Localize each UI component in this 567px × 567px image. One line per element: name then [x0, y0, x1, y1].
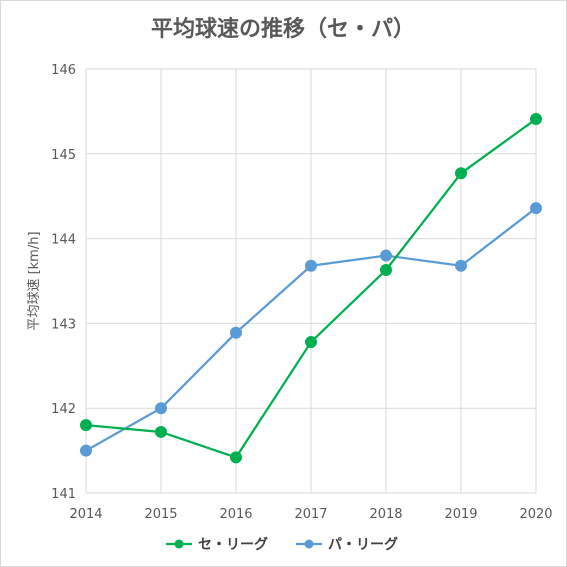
x-tick-label: 2018 — [369, 507, 402, 522]
x-tick-label: 2014 — [69, 507, 102, 522]
grid — [85, 68, 537, 494]
x-tick-label: 2017 — [294, 507, 327, 522]
y-tick-label: 141 — [51, 487, 76, 502]
x-tick-label: 2019 — [444, 507, 477, 522]
x-tick-label: 2020 — [519, 507, 552, 522]
y-tick-label: 145 — [51, 148, 76, 163]
y-tick-label: 143 — [51, 317, 76, 332]
chart-title: 平均球速の推移（セ・パ） — [151, 16, 415, 42]
data-point — [155, 402, 167, 415]
data-point — [80, 444, 92, 457]
legend: セ・リーグ パ・リーグ — [166, 536, 398, 553]
data-point — [455, 259, 467, 272]
data-point — [155, 425, 167, 438]
x-tick-label: 2015 — [144, 507, 177, 522]
y-axis-ticks: 141 142 143 144 145 146 — [51, 63, 76, 502]
y-axis-label: 平均球速 [km/h] — [27, 231, 42, 330]
data-point — [530, 113, 542, 126]
data-point — [380, 249, 392, 262]
x-axis-ticks: 2014 2015 2016 2017 2018 2019 2020 — [69, 507, 552, 522]
data-point — [305, 336, 317, 349]
data-point — [230, 451, 242, 464]
legend-label: パ・リーグ — [328, 536, 398, 553]
data-point — [380, 263, 392, 276]
series-0 — [80, 113, 542, 464]
data-point — [455, 167, 467, 180]
y-tick-label: 142 — [51, 402, 76, 417]
legend-label: セ・リーグ — [198, 536, 268, 553]
data-point — [530, 202, 542, 215]
y-tick-label: 144 — [51, 233, 76, 248]
series-layer — [80, 113, 542, 464]
legend-item: パ・リーグ — [296, 536, 398, 553]
legend-marker — [304, 539, 314, 549]
data-point — [80, 419, 92, 432]
data-point — [305, 259, 317, 272]
legend-marker — [174, 539, 184, 549]
y-tick-label: 146 — [51, 63, 76, 78]
legend-item: セ・リーグ — [166, 536, 268, 553]
data-point — [230, 326, 242, 339]
x-tick-label: 2016 — [219, 507, 252, 522]
series-1 — [80, 202, 542, 457]
